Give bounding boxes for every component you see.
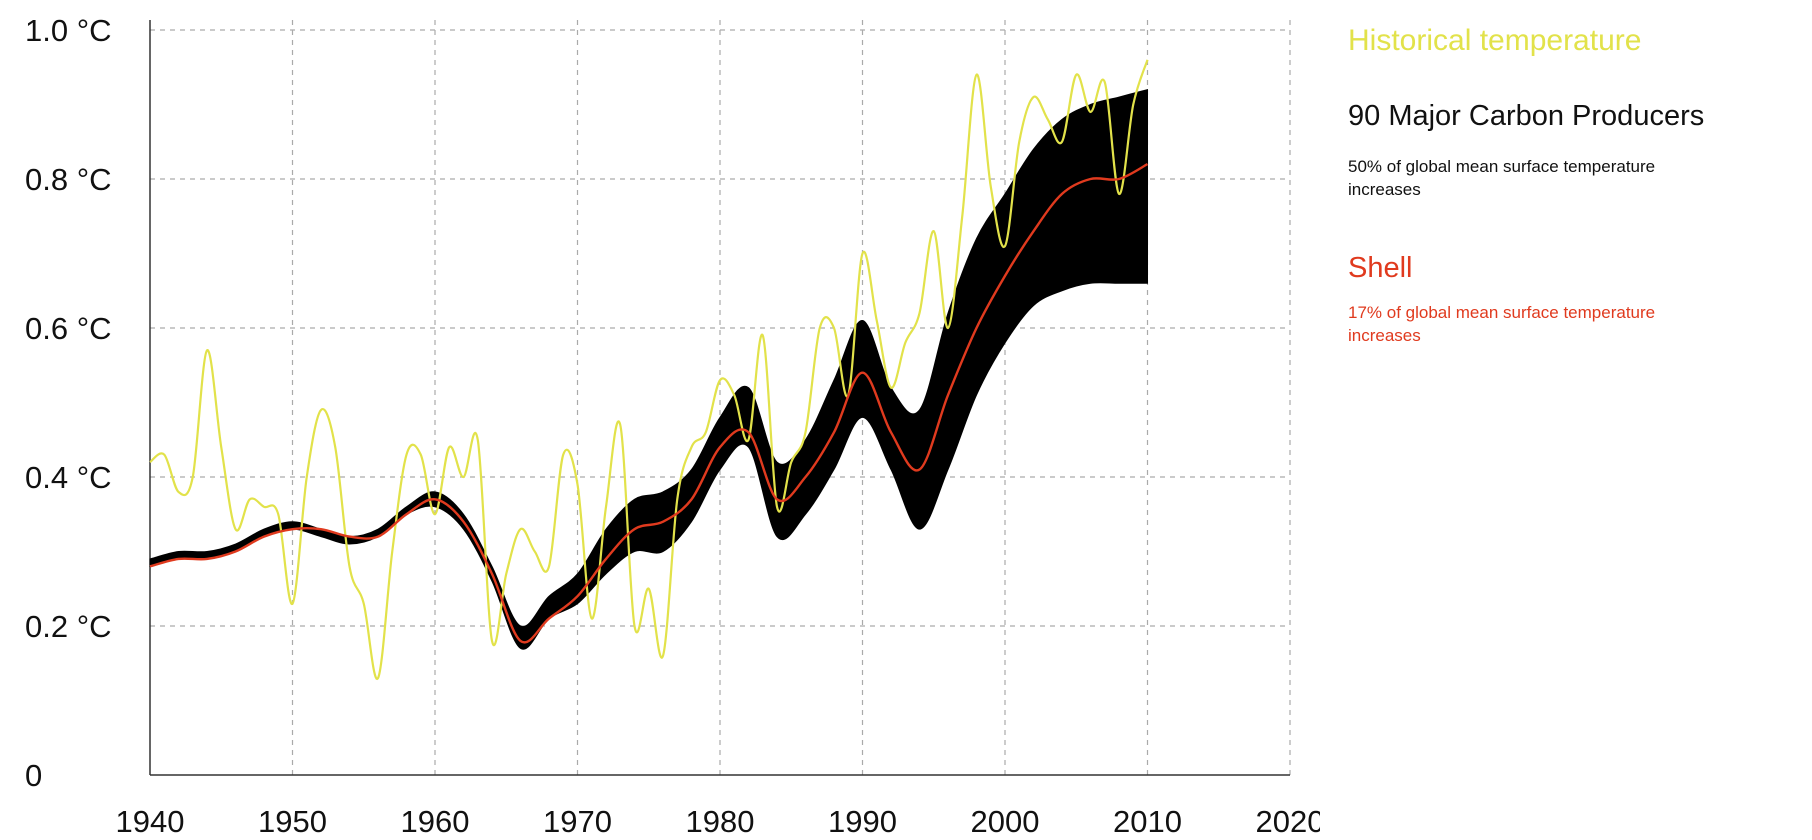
- major-producers-band: [149, 88, 1148, 650]
- x-tick-label: 1940: [116, 804, 185, 839]
- shell-line: [149, 163, 1149, 644]
- y-tick-label: 0.6 °C: [25, 311, 112, 346]
- y-tick-label: 1.0 °C: [25, 13, 112, 48]
- legend-historical-title: Historical temperature: [1348, 24, 1642, 57]
- x-tick-label: 1970: [543, 804, 612, 839]
- x-tick-label: 1950: [258, 804, 327, 839]
- x-tick-label: 2000: [971, 804, 1040, 839]
- axes: [149, 20, 1290, 776]
- x-tick-label: 1960: [401, 804, 470, 839]
- y-tick-label: 0.2 °C: [25, 609, 112, 644]
- legend-shell-title: Shell: [1348, 252, 1413, 284]
- legend-major-title: 90 Major Carbon Producers: [1348, 100, 1705, 132]
- y-tick-label: 0.8 °C: [25, 162, 112, 197]
- historical-temperature-line: [149, 59, 1149, 680]
- x-tick-label: 1990: [828, 804, 897, 839]
- shell-line-layer: [149, 163, 1149, 644]
- temperature-chart: 1940 1950 1960 1970 1980 1990 2000 2010 2020 0 0.2…: [25, 13, 1320, 839]
- legend-major-description: 50% of global mean surface temperature i…: [1348, 157, 1656, 199]
- legend-shell-description: 17% of global mean surface temperature i…: [1348, 303, 1656, 345]
- y-tick-label: 0.4 °C: [25, 460, 112, 495]
- x-tick-label: 2020: [1256, 804, 1320, 839]
- x-tick-label: 1980: [686, 804, 755, 839]
- tick-labels: 1940 1950 1960 1970 1980 1990 2000 2010 2020 0 0.2…: [25, 13, 1320, 839]
- y-tick-label: 0: [25, 758, 42, 793]
- historical-line-layer: [149, 59, 1149, 680]
- x-tick-label: 2010: [1113, 804, 1182, 839]
- major-producers-band-layer: [149, 88, 1148, 650]
